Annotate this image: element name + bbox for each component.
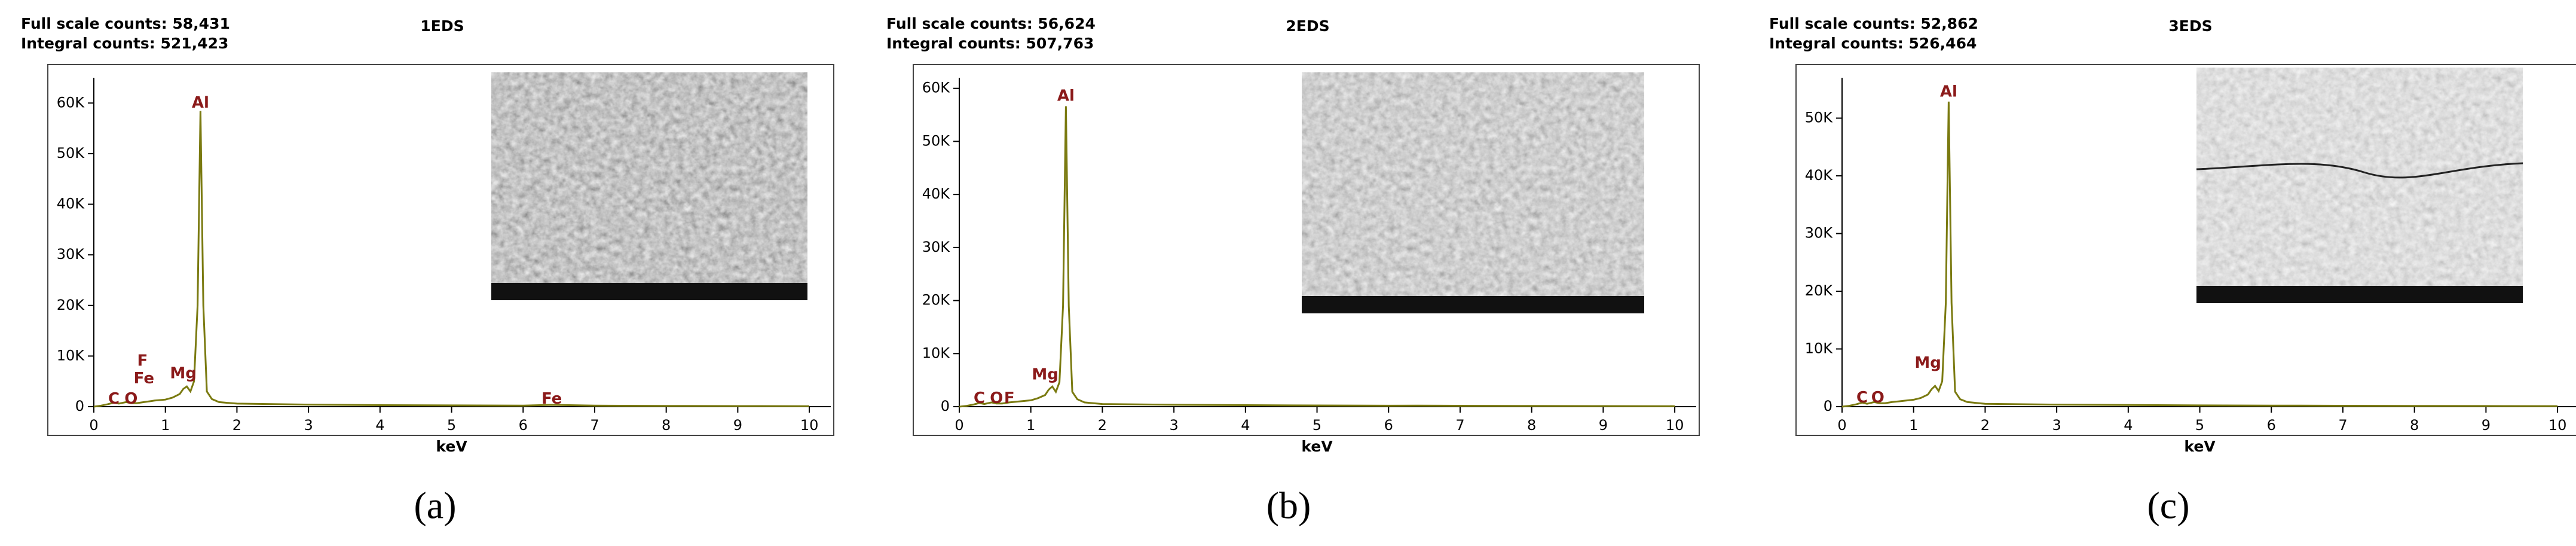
x-tick-label: 3 (2052, 417, 2061, 434)
sem-inset (491, 72, 807, 300)
x-axis-label: keV (2184, 438, 2216, 455)
y-tick-label: 40K (922, 185, 951, 202)
x-tick-label: 10 (2549, 417, 2567, 434)
x-tick-label: 8 (2410, 417, 2419, 434)
header-text: Full scale counts: 56,624 (886, 15, 1096, 32)
y-tick-label: 40K (1805, 167, 1834, 184)
peak-label: Al (1940, 83, 1957, 101)
x-tick-label: 5 (2195, 417, 2204, 434)
plot-frame (47, 64, 834, 436)
x-tick-label: 7 (1455, 417, 1464, 434)
x-tick-label: 1 (1909, 417, 1918, 434)
y-tick-label: 10K (57, 347, 85, 364)
y-tick-label: 10K (1805, 340, 1834, 357)
y-tick-label: 50K (922, 132, 951, 149)
peak-label: F (1004, 389, 1015, 407)
x-tick-label: 4 (1241, 417, 1250, 434)
x-tick-label: 6 (1384, 417, 1393, 434)
x-tick-label: 2 (1981, 417, 1990, 434)
peak-label: O (124, 390, 137, 408)
x-tick-label: 7 (590, 417, 599, 434)
header-text: Integral counts: 521,423 (21, 35, 228, 52)
x-tick-label: 9 (1599, 417, 1608, 434)
plot-frame (1795, 64, 2576, 436)
sem-inset (1302, 72, 1644, 313)
peak-label: Fe (134, 370, 154, 388)
y-tick-label: 60K (922, 80, 951, 96)
chart-title: 1EDS (420, 17, 464, 35)
y-tick-label: 30K (1805, 225, 1834, 242)
x-tick-label: 9 (2482, 417, 2491, 434)
panel-caption: (b) (1266, 484, 1311, 527)
x-tick-label: 1 (1026, 417, 1035, 434)
header-text: Full scale counts: 58,431 (21, 15, 230, 32)
x-tick-label: 2 (1098, 417, 1107, 434)
peak-label: Mg (170, 365, 196, 383)
y-tick-label: 0 (941, 398, 950, 414)
y-tick-label: 20K (57, 297, 85, 313)
y-tick-label: 0 (75, 398, 84, 414)
y-tick-label: 50K (57, 145, 85, 161)
peak-label: C (974, 389, 985, 407)
x-tick-label: 10 (800, 417, 819, 434)
x-axis-label: keV (436, 438, 467, 455)
y-tick-label: 60K (57, 94, 85, 111)
spectrum-line (959, 106, 1675, 408)
peak-label: Mg (1032, 365, 1058, 383)
header-text: Integral counts: 507,763 (886, 35, 1094, 52)
peak-label: Al (192, 94, 209, 112)
peak-label: C (1856, 389, 1868, 407)
x-tick-label: 4 (375, 417, 384, 434)
x-tick-label: 4 (2124, 417, 2133, 434)
plot-frame (913, 64, 1700, 436)
peak-label: Fe (541, 390, 562, 408)
peak-label: C (108, 390, 120, 408)
x-tick-label: 0 (89, 417, 98, 434)
x-axis-label: keV (1301, 438, 1333, 455)
peak-label: O (1871, 389, 1884, 407)
y-tick-label: 0 (1824, 398, 1832, 414)
spectrum-line (93, 111, 810, 408)
x-tick-label: 1 (161, 417, 170, 434)
x-tick-label: 7 (2338, 417, 2347, 434)
x-tick-label: 5 (1313, 417, 1321, 434)
peak-label: O (990, 389, 1003, 407)
x-tick-label: 8 (1527, 417, 1536, 434)
y-tick-label: 20K (922, 292, 951, 309)
peak-label: F (137, 352, 148, 370)
x-tick-label: 5 (447, 417, 456, 434)
y-tick-label: 40K (57, 196, 85, 212)
x-tick-label: 10 (1666, 417, 1684, 434)
panel-caption: (c) (2147, 484, 2189, 527)
x-tick-label: 2 (232, 417, 241, 434)
x-tick-label: 9 (733, 417, 742, 434)
x-tick-label: 6 (2267, 417, 2276, 434)
y-tick-label: 30K (922, 239, 951, 255)
y-tick-label: 50K (1805, 109, 1834, 126)
x-tick-label: 3 (1169, 417, 1178, 434)
x-tick-label: 6 (519, 417, 528, 434)
y-tick-label: 30K (57, 246, 85, 263)
header-text: Full scale counts: 52,862 (1769, 15, 1978, 32)
chart-title: 3EDS (2168, 17, 2212, 35)
chart-title: 2EDS (1286, 17, 1329, 35)
x-tick-label: 3 (304, 417, 313, 434)
x-tick-label: 0 (1837, 417, 1846, 434)
x-tick-label: 0 (954, 417, 963, 434)
peak-label: Al (1057, 87, 1075, 105)
panel-caption: (a) (414, 484, 456, 527)
x-tick-label: 8 (662, 417, 671, 434)
spectrum-line (1841, 101, 2558, 408)
y-tick-label: 10K (922, 344, 951, 361)
peak-label: Mg (1914, 354, 1941, 372)
header-text: Integral counts: 526,464 (1769, 35, 1977, 52)
sem-inset (2196, 68, 2523, 303)
y-tick-label: 20K (1805, 282, 1834, 299)
